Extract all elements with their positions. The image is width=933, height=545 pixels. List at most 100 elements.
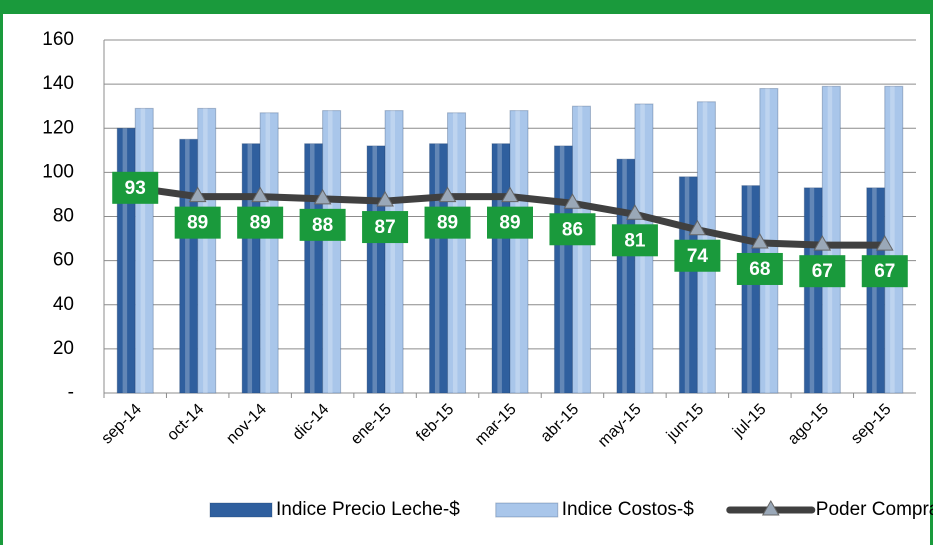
bar-shine (372, 145, 377, 393)
data-label-box (362, 211, 409, 244)
data-label: 89 (437, 213, 458, 234)
marker (813, 235, 832, 251)
data-label-box (174, 206, 221, 239)
y-tick-label: 160 (42, 29, 74, 50)
x-tick-label: may-15 (595, 401, 645, 451)
marker (188, 186, 207, 203)
bar-shine (328, 110, 333, 393)
data-label: 67 (812, 261, 833, 282)
data-label-box (674, 239, 721, 272)
bar-shine (809, 187, 815, 393)
x-tick-label: dic-14 (290, 401, 333, 444)
marker (376, 191, 394, 207)
bar (259, 112, 279, 394)
bar-shine (203, 108, 208, 394)
marker (750, 232, 769, 249)
legend-label: Indice Precio Leche-$ (276, 499, 460, 520)
bar-shine (559, 145, 565, 393)
y-tick-label: 80 (53, 206, 74, 227)
bar (322, 110, 342, 394)
data-label: 89 (499, 213, 520, 234)
bar-shine (890, 86, 895, 394)
data-label: 89 (187, 213, 208, 234)
data-label-box (237, 206, 284, 239)
bar-shine (452, 112, 458, 394)
marker (501, 186, 519, 203)
bar (197, 107, 217, 394)
data-label-box (861, 255, 908, 288)
bar (509, 110, 529, 394)
left-border (0, 0, 3, 545)
bar (571, 105, 591, 394)
bar-shine (247, 143, 253, 393)
bar-shine (622, 159, 627, 393)
y-tick-label: 140 (42, 73, 74, 94)
data-label: 89 (250, 213, 271, 234)
top-band (0, 0, 933, 14)
bar-shine (185, 139, 190, 393)
marker (438, 186, 457, 203)
bar-shine (747, 185, 752, 393)
bar-shine (140, 108, 146, 394)
data-label: 86 (562, 219, 583, 240)
legend-swatch (495, 502, 559, 518)
legend-swatch (209, 502, 273, 518)
data-label: 81 (624, 230, 646, 251)
marker (626, 204, 644, 220)
y-tick-label: 60 (53, 250, 74, 271)
bar-shine (310, 143, 315, 393)
bar-shine (122, 128, 128, 393)
y-tick-label: 120 (42, 117, 74, 138)
data-label: 93 (125, 178, 146, 199)
data-label: 67 (874, 261, 895, 282)
bar (447, 112, 467, 394)
bar-shine (684, 176, 690, 393)
y-tick-label: 20 (53, 338, 74, 359)
data-label-box (299, 208, 346, 241)
x-tick-label: sep-14 (98, 401, 145, 448)
data-label-box (736, 252, 783, 285)
x-tick-label: jul-15 (729, 401, 769, 441)
x-tick-label: mar-15 (472, 401, 520, 449)
bar-shine (497, 143, 502, 393)
x-tick-label: ene-15 (348, 401, 395, 448)
data-label-box (799, 255, 846, 288)
data-label-box (424, 206, 471, 239)
data-label-box (611, 224, 658, 257)
data-label: 87 (375, 217, 396, 238)
bar-shine (577, 106, 583, 393)
data-label-box (549, 213, 596, 246)
marker (688, 219, 707, 236)
marker (875, 235, 894, 251)
bar-shine (515, 110, 520, 393)
x-tick-label: abr-15 (538, 401, 583, 446)
x-tick-label: jun-15 (663, 401, 707, 445)
data-label-box (112, 171, 159, 204)
marker (563, 193, 582, 209)
data-label: 68 (749, 259, 770, 280)
legend-label: Poder Compra-$ (816, 499, 933, 520)
legend-marker (761, 499, 780, 516)
marker (313, 188, 332, 205)
marker (251, 186, 270, 203)
y-tick-label: - (68, 382, 74, 403)
x-tick-label: ago-15 (785, 401, 832, 448)
x-tick-label: nov-14 (223, 401, 270, 448)
x-tick-label: oct-14 (164, 401, 208, 445)
bar (384, 110, 404, 394)
bar-shine (872, 187, 877, 393)
bar-shine (434, 143, 440, 393)
y-tick-label: 100 (42, 161, 74, 182)
bar-shine (390, 110, 395, 393)
x-tick-label: feb-15 (413, 401, 457, 445)
bar-shine (827, 86, 833, 394)
legend-label: Indice Costos-$ (562, 499, 694, 520)
x-tick-label: sep-15 (848, 401, 895, 448)
data-label: 74 (687, 246, 709, 267)
data-label-box (487, 206, 533, 239)
right-border (930, 0, 933, 545)
bar-shine (265, 112, 271, 394)
data-label: 88 (312, 215, 333, 236)
y-tick-label: 40 (53, 294, 74, 315)
